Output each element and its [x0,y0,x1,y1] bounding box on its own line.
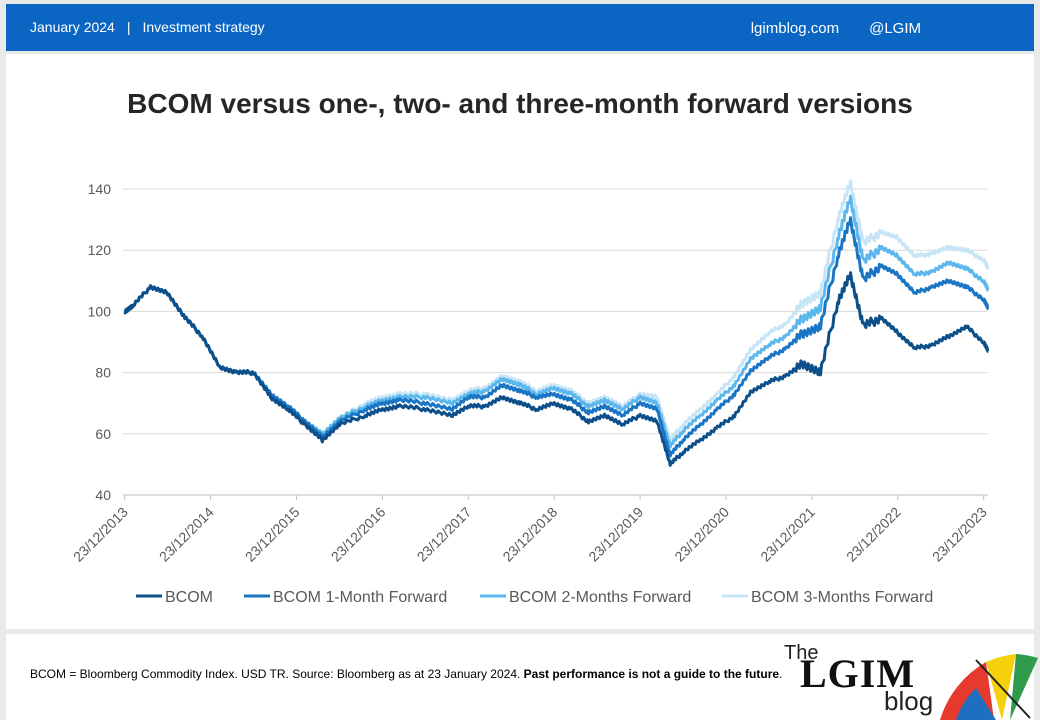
x-tick-label: 23/12/2020 [671,504,732,565]
x-tick-label: 23/12/2014 [156,504,217,565]
x-tick-label: 23/12/2017 [414,504,475,565]
y-tick-label: 80 [95,365,111,381]
header-date: January 2024 [30,19,115,35]
x-tick-label: 23/12/2021 [757,504,818,565]
chart-title: BCOM versus one-, two- and three-month f… [127,88,913,119]
y-tick-label: 120 [88,242,112,258]
header-left: January 2024 | Investment strategy [30,19,265,35]
line-chart: 40 60 80 100 120 140 23/12/2013 23/12/2014 23/12… [70,179,990,606]
chart-panel [6,54,1034,629]
footnote-end: . [779,667,783,681]
legend-label: BCOM 3-Months Forward [751,589,933,606]
header-bar: January 2024 | Investment strategy lgimblo… [6,4,1034,51]
legend-label: BCOM 1-Month Forward [273,589,447,606]
logo-lgim: LGIM [800,651,916,696]
y-tick-label: 40 [95,487,111,503]
series-line [123,194,990,449]
site-link[interactable]: lgimblog.com [750,20,840,37]
legend-label: BCOM [165,589,213,606]
footer-panel [6,634,1034,720]
x-tick-label: 23/12/2016 [328,504,389,565]
header-separator: | [126,19,131,35]
logo-blog: blog [884,686,934,716]
x-tick-label: 23/12/2013 [70,504,131,565]
lgim-blog-logo[interactable]: The LGIM blog [780,640,1038,720]
source-footnote: BCOM = Bloomberg Commodity Index. USD TR… [30,667,782,681]
y-tick-label: 60 [95,426,111,442]
footnote-text: BCOM = Bloomberg Commodity Index. USD TR… [30,667,524,681]
twitter-handle-link[interactable]: @LGIM [869,20,921,37]
header-section: Investment strategy [142,19,265,35]
series-line [123,271,990,467]
x-tick-label: 23/12/2018 [499,504,560,565]
x-tick-label: 23/12/2015 [242,504,303,565]
y-tick-label: 140 [88,181,112,197]
umbrella-icon [940,654,1038,720]
x-tick-label: 23/12/2023 [929,504,990,565]
header-right: lgimblog.com @LGIM [751,20,921,37]
x-tick-label: 23/12/2022 [843,504,904,565]
y-tick-label: 100 [88,303,112,319]
logo-the: The [784,642,819,664]
x-tick-label: 23/12/2019 [585,504,646,565]
series-line [123,216,990,458]
footnote-disclaimer: Past performance is not a guide to the f… [523,667,780,681]
legend-label: BCOM 2-Months Forward [509,589,691,606]
